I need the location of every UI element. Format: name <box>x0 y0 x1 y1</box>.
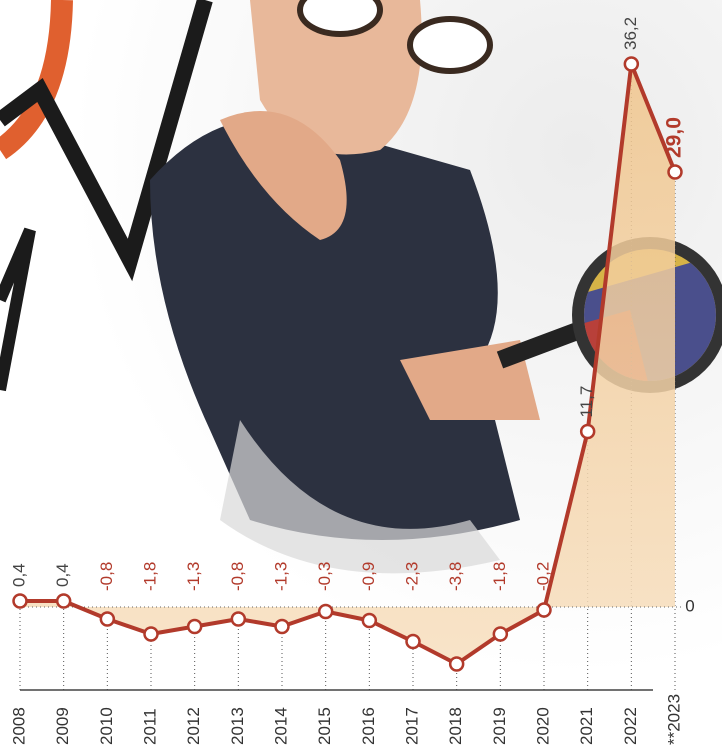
x-tick-label: 2019 <box>490 707 509 745</box>
x-tick-label: 2012 <box>184 707 203 745</box>
x-tick-label: 2022 <box>621 707 640 745</box>
value-label: 0,4 <box>53 563 72 587</box>
point <box>57 595 70 608</box>
value-label: -3,8 <box>446 562 465 591</box>
point <box>669 166 682 179</box>
point <box>14 595 27 608</box>
x-tick-label: 2013 <box>228 707 247 745</box>
y-tick-label: 0 <box>685 596 694 615</box>
x-tick-label: 2018 <box>446 707 465 745</box>
point <box>494 628 507 641</box>
point <box>538 604 551 617</box>
chart: 0 0,4 2008 0,4 2009 -0,8 2010 -1,8 2011 -1,3 2012 -… <box>0 0 722 750</box>
x-tick-label: 2016 <box>359 707 378 745</box>
value-label: -0,9 <box>359 562 378 591</box>
value-label: 11,7 <box>577 386 596 418</box>
page: {"chart_data": {"type": "line", "categor… <box>0 0 722 750</box>
value-label: -0,3 <box>315 562 334 591</box>
x-tick-label: 2008 <box>9 707 28 745</box>
point <box>450 658 463 671</box>
point <box>319 605 332 618</box>
value-label: -0,2 <box>533 562 552 591</box>
value-label: -1,3 <box>184 562 203 591</box>
value-label: 0,4 <box>9 563 28 587</box>
value-label: -1,8 <box>490 562 509 591</box>
point <box>145 628 158 641</box>
point <box>625 58 638 71</box>
x-tick-label: 2021 <box>577 707 596 745</box>
x-tick-label: 2020 <box>533 707 552 745</box>
value-label: -0,8 <box>97 562 116 591</box>
point <box>188 620 201 633</box>
value-label: -1,3 <box>271 562 290 591</box>
point <box>101 613 114 626</box>
value-label: 29,0 <box>663 117 686 158</box>
point <box>276 620 289 633</box>
x-tick-label: 2015 <box>315 707 334 745</box>
glasses-right <box>410 19 490 71</box>
point <box>407 635 420 648</box>
point <box>581 425 594 438</box>
point <box>363 614 376 627</box>
value-label: -2,3 <box>402 562 421 591</box>
value-label: -1,8 <box>140 562 159 591</box>
x-tick-label: **2023 <box>664 694 683 745</box>
value-label: -0,8 <box>228 562 247 591</box>
point <box>232 613 245 626</box>
value-label: 36,2 <box>621 17 640 50</box>
x-tick-label: 2010 <box>97 707 116 745</box>
x-tick-label: 2014 <box>271 707 290 745</box>
x-tick-label: 2009 <box>53 707 72 745</box>
x-tick-label: 2011 <box>140 708 159 745</box>
glasses-left <box>300 0 380 34</box>
x-tick-label: 2017 <box>402 707 421 745</box>
